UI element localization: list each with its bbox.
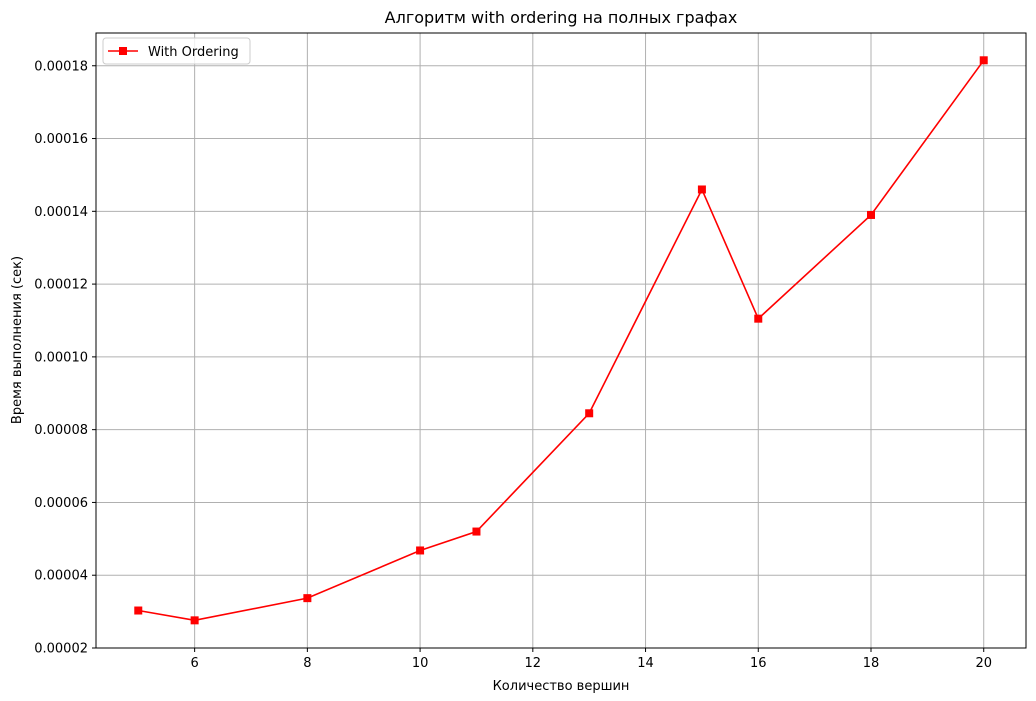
data-point <box>867 210 875 219</box>
x-axis-label: Количество вершин <box>493 679 630 694</box>
x-tick-label: 16 <box>750 656 767 671</box>
data-point <box>134 606 143 615</box>
y-tick-label: 0.00014 <box>34 205 88 220</box>
x-tick-label: 18 <box>863 656 880 671</box>
x-tick-label: 6 <box>190 656 198 671</box>
legend: With Ordering <box>102 37 251 65</box>
x-tick-label: 8 <box>303 656 311 671</box>
y-tick-label: 0.00012 <box>34 278 88 293</box>
grid <box>96 33 1026 649</box>
data-point <box>303 594 312 603</box>
data-point <box>754 314 763 323</box>
chart-title: Алгоритм with ordering на полных графах <box>385 8 738 27</box>
data-point <box>697 185 706 194</box>
y-tick-label: 0.00018 <box>34 59 88 74</box>
series-layer <box>134 56 988 625</box>
y-tick-label: 0.00008 <box>34 423 88 438</box>
x-tick-label: 12 <box>525 656 542 671</box>
data-point <box>190 616 199 625</box>
y-tick-label: 0.00010 <box>34 350 88 365</box>
data-point <box>979 56 988 65</box>
legend-marker <box>119 47 127 55</box>
y-tick-label: 0.00002 <box>34 642 88 657</box>
legend-label: With Ordering <box>148 45 239 60</box>
data-point <box>585 409 594 418</box>
data-point <box>472 527 481 536</box>
x-tick-label: 14 <box>637 656 654 671</box>
ticks: 6 8 10 12 14 16 18 20 0.00002 0.00004 0.00006 0.000… <box>34 59 992 671</box>
series-line <box>138 59 985 622</box>
data-point <box>416 546 425 555</box>
y-tick-label: 0.00006 <box>34 496 88 511</box>
plot-frame <box>95 32 1027 649</box>
y-axis-label: Время выполнения (сек) <box>10 256 25 424</box>
x-tick-label: 20 <box>975 656 992 671</box>
x-tick-label: 10 <box>412 656 429 671</box>
legend-box <box>102 37 251 65</box>
y-tick-label: 0.00004 <box>34 569 88 584</box>
y-tick-label: 0.00016 <box>34 132 88 147</box>
